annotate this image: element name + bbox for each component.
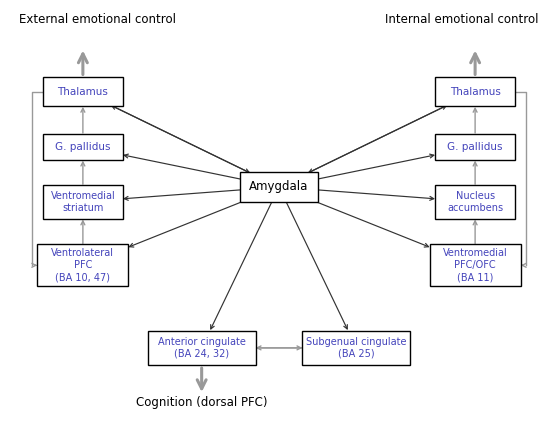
- FancyBboxPatch shape: [37, 244, 128, 287]
- FancyBboxPatch shape: [240, 172, 318, 202]
- FancyBboxPatch shape: [43, 133, 123, 160]
- Text: G. pallidus: G. pallidus: [448, 142, 503, 152]
- FancyBboxPatch shape: [43, 77, 123, 106]
- FancyBboxPatch shape: [302, 330, 410, 365]
- Text: Ventromedial
striatum: Ventromedial striatum: [51, 191, 116, 213]
- Text: Nucleus
accumbens: Nucleus accumbens: [447, 191, 503, 213]
- FancyBboxPatch shape: [430, 244, 521, 287]
- FancyBboxPatch shape: [435, 77, 515, 106]
- Text: Anterior cingulate
(BA 24, 32): Anterior cingulate (BA 24, 32): [158, 337, 246, 359]
- FancyBboxPatch shape: [148, 330, 256, 365]
- Text: G. pallidus: G. pallidus: [55, 142, 110, 152]
- FancyBboxPatch shape: [435, 185, 515, 219]
- Text: Ventrolateral
PFC
(BA 10, 47): Ventrolateral PFC (BA 10, 47): [51, 248, 114, 282]
- FancyBboxPatch shape: [43, 185, 123, 219]
- Text: Internal emotional control: Internal emotional control: [385, 13, 538, 26]
- Text: Ventromedial
PFC/OFC
(BA 11): Ventromedial PFC/OFC (BA 11): [442, 248, 507, 282]
- Text: Amygdala: Amygdala: [249, 181, 309, 193]
- Text: Subgenual cingulate
(BA 25): Subgenual cingulate (BA 25): [306, 337, 407, 359]
- Text: Thalamus: Thalamus: [57, 87, 108, 97]
- Text: Thalamus: Thalamus: [450, 87, 501, 97]
- Text: External emotional control: External emotional control: [20, 13, 176, 26]
- FancyBboxPatch shape: [435, 133, 515, 160]
- Text: Cognition (dorsal PFC): Cognition (dorsal PFC): [136, 396, 267, 409]
